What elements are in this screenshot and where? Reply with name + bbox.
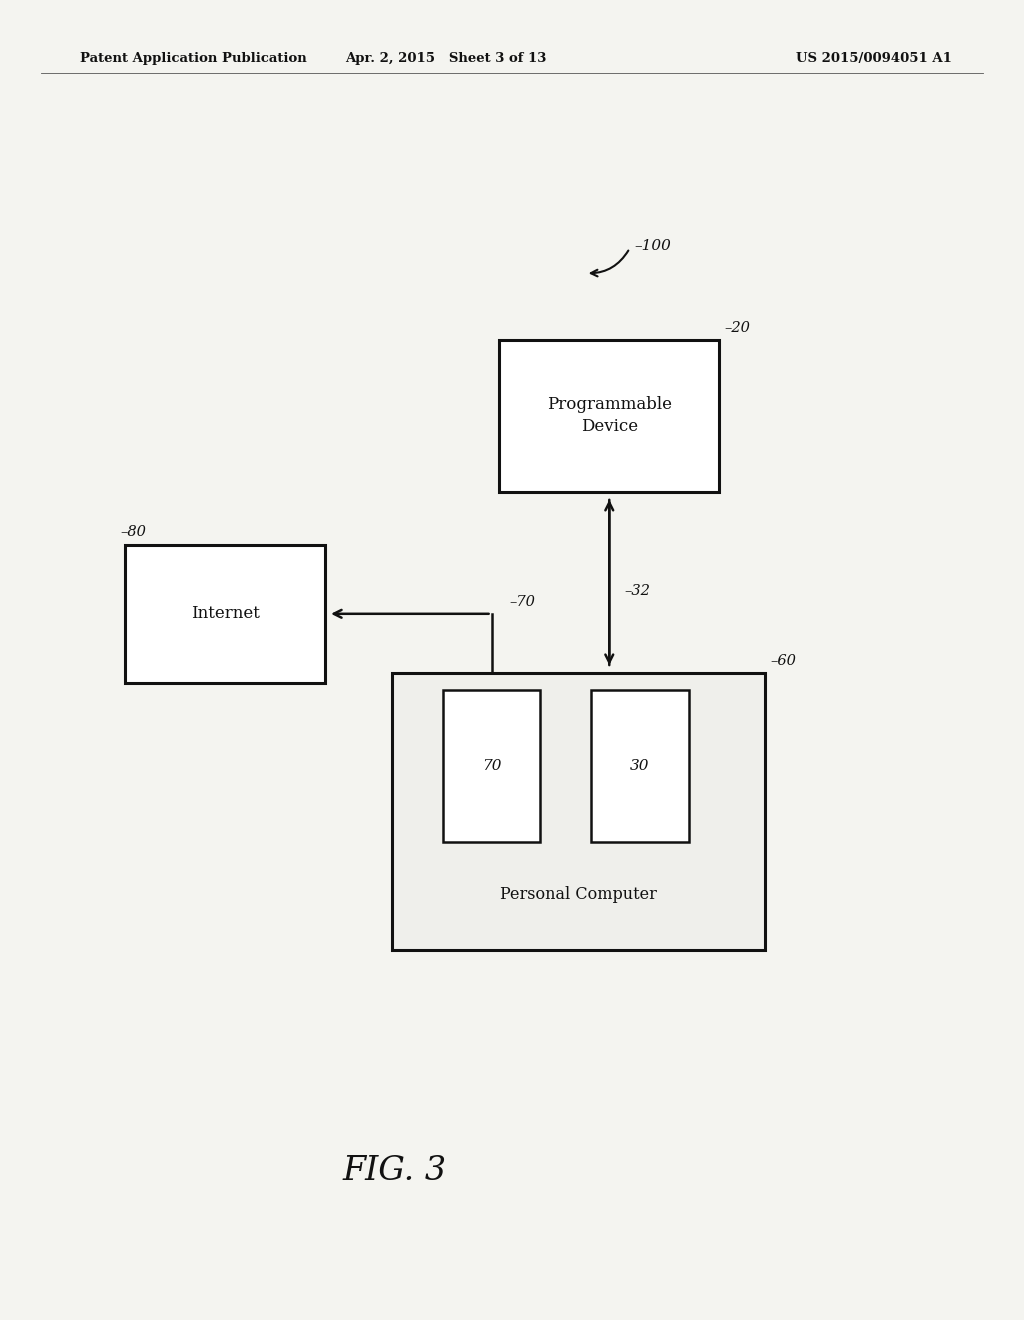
Text: 70: 70 bbox=[481, 759, 502, 772]
Text: Programmable
Device: Programmable Device bbox=[547, 396, 672, 436]
Text: US 2015/0094051 A1: US 2015/0094051 A1 bbox=[797, 51, 952, 65]
Text: –60: –60 bbox=[770, 653, 797, 668]
Text: Patent Application Publication: Patent Application Publication bbox=[80, 51, 306, 65]
Bar bbox=[125, 544, 326, 682]
Bar bbox=[442, 689, 541, 842]
Text: Internet: Internet bbox=[190, 606, 260, 622]
Text: –32: –32 bbox=[625, 585, 650, 598]
Bar bbox=[391, 673, 765, 950]
Text: –20: –20 bbox=[725, 321, 751, 334]
Text: –70: –70 bbox=[510, 594, 536, 609]
Text: –100: –100 bbox=[635, 239, 672, 252]
Text: Apr. 2, 2015   Sheet 3 of 13: Apr. 2, 2015 Sheet 3 of 13 bbox=[345, 51, 546, 65]
Bar bbox=[592, 689, 688, 842]
Text: –80: –80 bbox=[121, 525, 146, 539]
Text: 30: 30 bbox=[630, 759, 650, 772]
Text: Personal Computer: Personal Computer bbox=[500, 887, 657, 903]
Text: FIG. 3: FIG. 3 bbox=[342, 1155, 446, 1187]
Bar bbox=[500, 339, 719, 491]
